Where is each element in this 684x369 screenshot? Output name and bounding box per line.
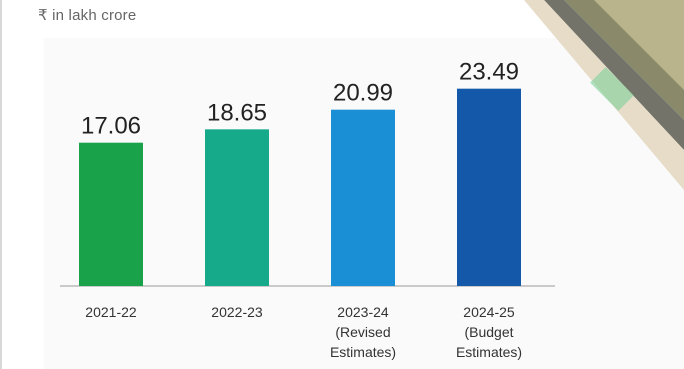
frame-border: [0, 0, 2, 369]
value-label: 18.65: [207, 99, 267, 126]
value-label: 20.99: [333, 80, 393, 107]
value-label: 17.06: [81, 113, 141, 140]
currency-notes-decoration: [524, 0, 684, 190]
category-label: 2023-24: [337, 304, 389, 320]
category-sublabel: Estimates): [330, 344, 396, 360]
bar-2023-24: [331, 109, 395, 287]
category-label: 2022-23: [211, 304, 263, 320]
bar-2022-23: [205, 129, 269, 286]
unit-label: ₹ in lakh crore: [38, 7, 137, 24]
bar-2021-22: [79, 142, 143, 286]
value-label: 23.49: [459, 59, 519, 86]
bar-2024-25: [457, 88, 521, 287]
category-sublabel: Estimates): [456, 344, 522, 360]
banknote-shade: [594, 0, 684, 90]
banknote-green-strip: [590, 67, 634, 111]
category-sublabel: (Budget: [464, 324, 513, 340]
category-label: 2024-25: [463, 304, 515, 320]
category-label: 2021-22: [85, 304, 137, 320]
category-sublabel: (Revised: [335, 324, 390, 340]
